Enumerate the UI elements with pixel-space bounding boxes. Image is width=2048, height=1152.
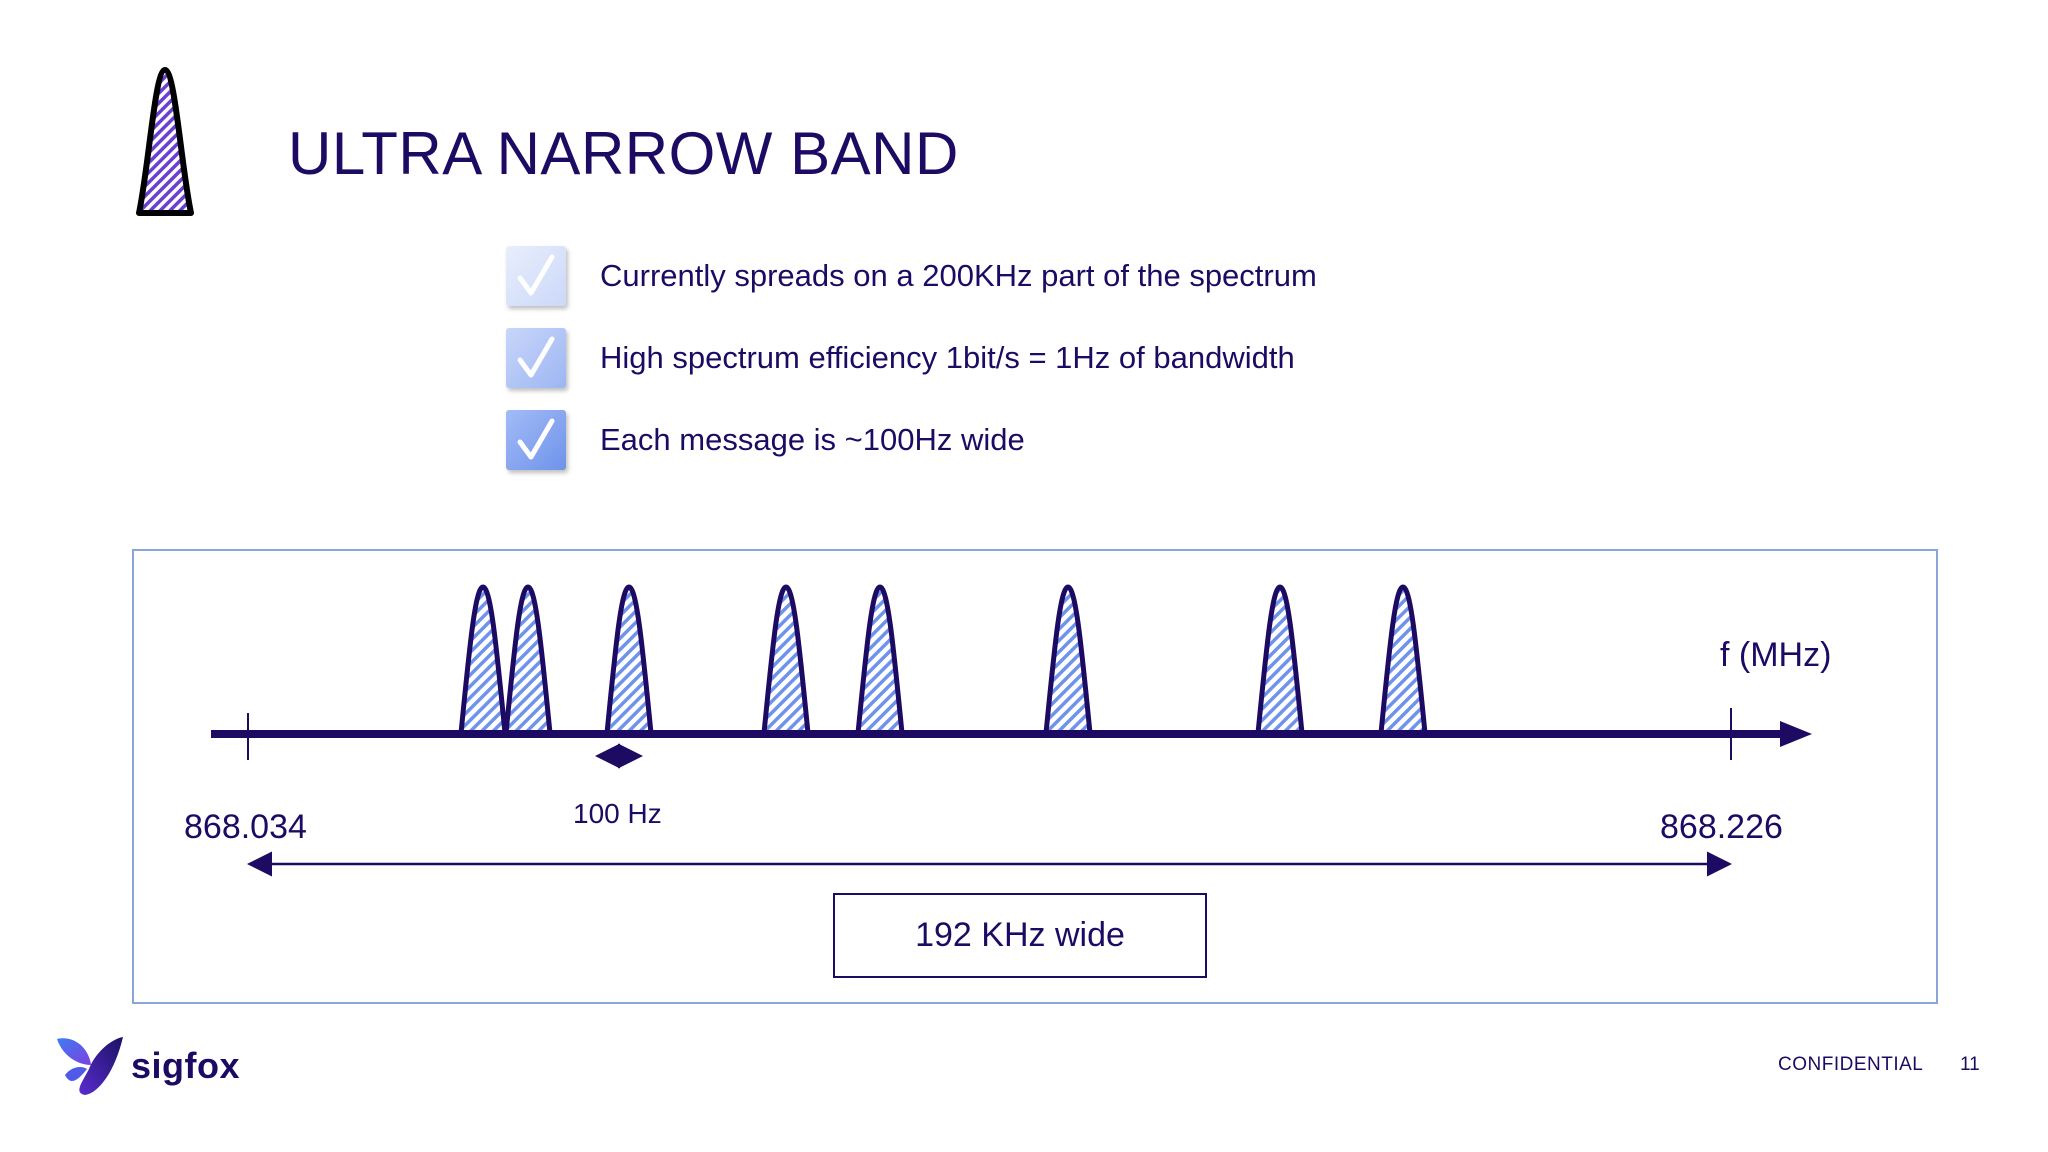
- narrowband-peak-icon: [136, 67, 194, 216]
- feature-list: Currently spreads on a 200KHz part of th…: [506, 245, 1317, 491]
- butterfly-logo-icon: [57, 1037, 123, 1095]
- brand-name: sigfox: [131, 1045, 241, 1086]
- checkmark-icon: [506, 328, 566, 388]
- bandwidth-label-box: 192 KHz wide: [833, 893, 1207, 978]
- confidential-label: CONFIDENTIAL: [1778, 1054, 1924, 1075]
- list-item: Currently spreads on a 200KHz part of th…: [506, 245, 1317, 307]
- checkmark-icon: [506, 410, 566, 470]
- list-item: High spectrum efficiency 1bit/s = 1Hz of…: [506, 327, 1317, 389]
- list-item: Each message is ~100Hz wide: [506, 409, 1317, 471]
- bullet-text: Each message is ~100Hz wide: [600, 422, 1025, 457]
- page-number: 11: [1960, 1054, 1980, 1075]
- bullet-text: High spectrum efficiency 1bit/s = 1Hz of…: [600, 340, 1295, 375]
- bullet-text: Currently spreads on a 200KHz part of th…: [600, 258, 1317, 293]
- sigfox-logo: sigfox: [55, 1035, 240, 1097]
- page-title: ULTRA NARROW BAND: [288, 120, 959, 187]
- checkmark-icon: [506, 246, 566, 306]
